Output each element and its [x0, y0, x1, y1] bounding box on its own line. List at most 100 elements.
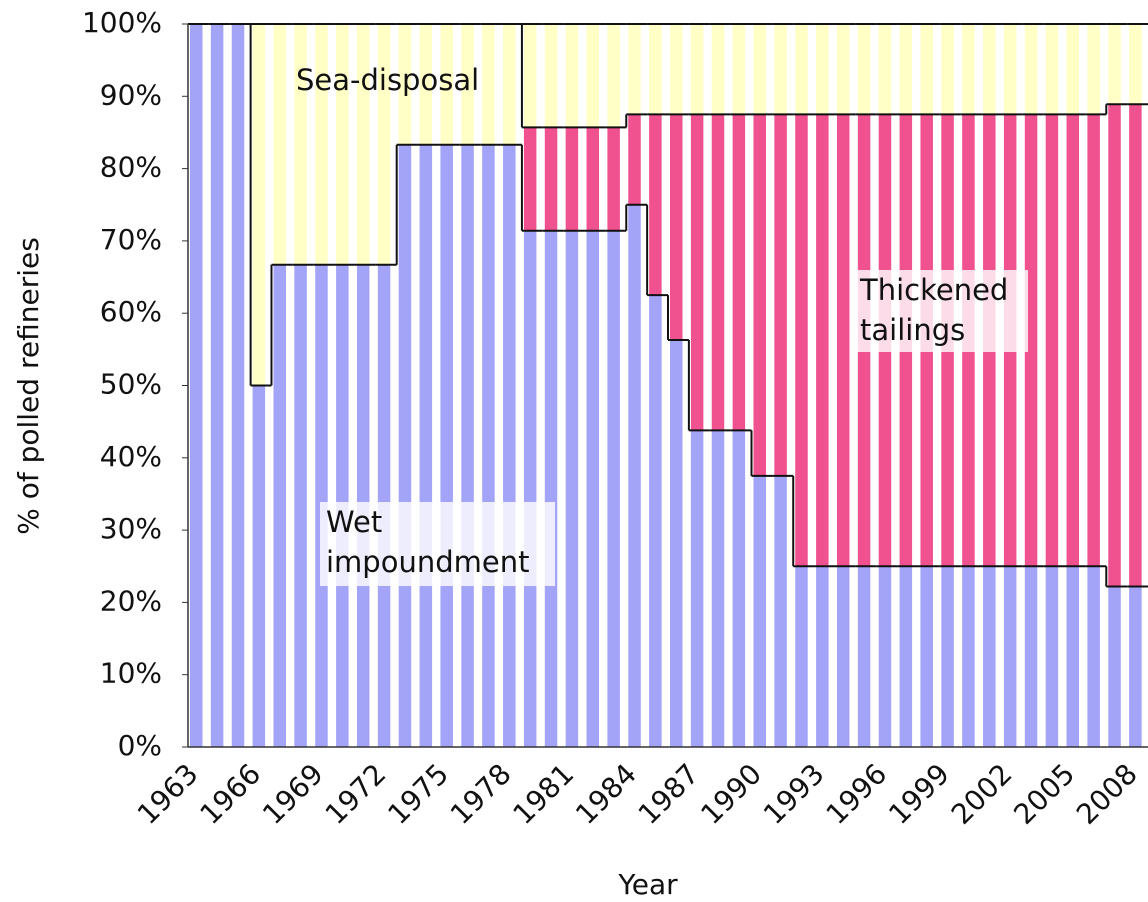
bar-segment [732, 24, 746, 115]
bar-segment [565, 127, 579, 231]
bar-segment [1087, 566, 1100, 747]
bar-segment [1003, 566, 1017, 747]
x-tick-label: 1978 [444, 757, 518, 831]
bar-segment [1087, 24, 1100, 115]
x-tick-label: 2002 [945, 757, 1019, 831]
bar-segment [523, 127, 537, 231]
x-tick-label: 1996 [820, 757, 894, 831]
bar-segment [461, 144, 474, 748]
bar-segment [482, 144, 495, 748]
bar-segment [336, 24, 349, 265]
bar-segment [628, 24, 641, 115]
bar-segment [711, 430, 725, 747]
bar-segment [586, 230, 600, 747]
bar-segment [753, 114, 766, 476]
bar-segment [273, 24, 286, 265]
bar-segment [503, 144, 516, 748]
bar-segment [1108, 24, 1121, 105]
bar-segment [795, 24, 808, 115]
bar-segment [544, 127, 558, 231]
bar-segment [273, 264, 286, 747]
annotation: Sea-disposal [296, 63, 479, 97]
bar-segment [190, 24, 203, 747]
y-tick-label: 30% [100, 512, 162, 545]
bar-segment [398, 24, 412, 145]
bar-segment [962, 566, 975, 747]
bar-segment [732, 114, 746, 431]
bar-segment [1045, 566, 1059, 747]
bar-segment [690, 114, 704, 431]
y-tick-label: 50% [100, 368, 162, 401]
annotation: Thickened [859, 273, 1008, 307]
bar-segment [461, 24, 474, 145]
bar-segment [544, 230, 558, 747]
annotation: Wet [326, 505, 382, 539]
bar-segment [983, 24, 996, 115]
y-axis-label: % of polled refineries [12, 237, 45, 535]
bar-segment [711, 24, 725, 115]
bar-segment [315, 24, 328, 265]
bar-segment [628, 204, 641, 747]
bar-segment [753, 475, 766, 747]
bar-segment [857, 566, 871, 747]
bar-segment [899, 566, 913, 747]
annotation-box [320, 502, 555, 586]
bar-segment [1066, 114, 1080, 567]
bar-segment [419, 24, 433, 145]
x-tick-label: 1990 [694, 757, 768, 831]
bar-segment [1129, 104, 1142, 587]
bar-segment [1129, 586, 1142, 747]
bar-segment [711, 114, 725, 431]
bar-segment [732, 430, 746, 747]
bar-segment [836, 24, 850, 115]
bar-segment [503, 24, 516, 145]
bar-segment [523, 24, 537, 128]
bar-segment [920, 566, 933, 747]
bar-segment [816, 566, 829, 747]
y-tick-label: 40% [100, 440, 162, 473]
y-tick-label: 100% [82, 6, 162, 39]
bar-segment [1024, 114, 1038, 567]
y-tick-label: 20% [100, 584, 162, 617]
bar-segment [1024, 566, 1038, 747]
bar-segment [440, 144, 453, 748]
bar-segment [607, 127, 620, 231]
bar-segment [1045, 114, 1059, 567]
bar-segment [1129, 24, 1142, 105]
bar-segment [920, 24, 933, 115]
bar-segment [649, 295, 662, 747]
bar-segment [377, 24, 391, 265]
bar-segment [670, 114, 683, 340]
bar-segment [607, 24, 620, 128]
bar-segment [1003, 24, 1017, 115]
annotation-box [852, 270, 1028, 352]
bar-segment [795, 114, 808, 567]
bar-segment [1108, 586, 1121, 747]
bar-segment [816, 114, 829, 567]
bar-segment [690, 24, 704, 115]
x-tick-label: 2008 [1070, 757, 1144, 831]
bar-segment [210, 24, 224, 747]
y-tick-label: 90% [100, 78, 162, 111]
x-tick-label: 1981 [507, 757, 581, 831]
bar-segment [565, 24, 579, 128]
y-tick-label: 70% [100, 223, 162, 256]
bar-segment [962, 24, 975, 115]
annotation: tailings [860, 313, 965, 347]
bar-segment [356, 24, 370, 265]
bar-segment [690, 430, 704, 747]
bar-segment [857, 24, 871, 115]
bar-segment [565, 230, 579, 747]
bar-segment [586, 24, 600, 128]
bar-segment [983, 566, 996, 747]
bar-segment [836, 114, 850, 567]
bar-segment [419, 144, 433, 748]
x-tick-label: 1969 [256, 757, 330, 831]
bar-segment [231, 24, 245, 747]
bar-segment [941, 24, 954, 115]
bar-segment [774, 475, 787, 747]
x-tick-label: 1972 [319, 757, 393, 831]
bar-segment [899, 24, 913, 115]
x-tick-label: 1984 [569, 757, 643, 831]
